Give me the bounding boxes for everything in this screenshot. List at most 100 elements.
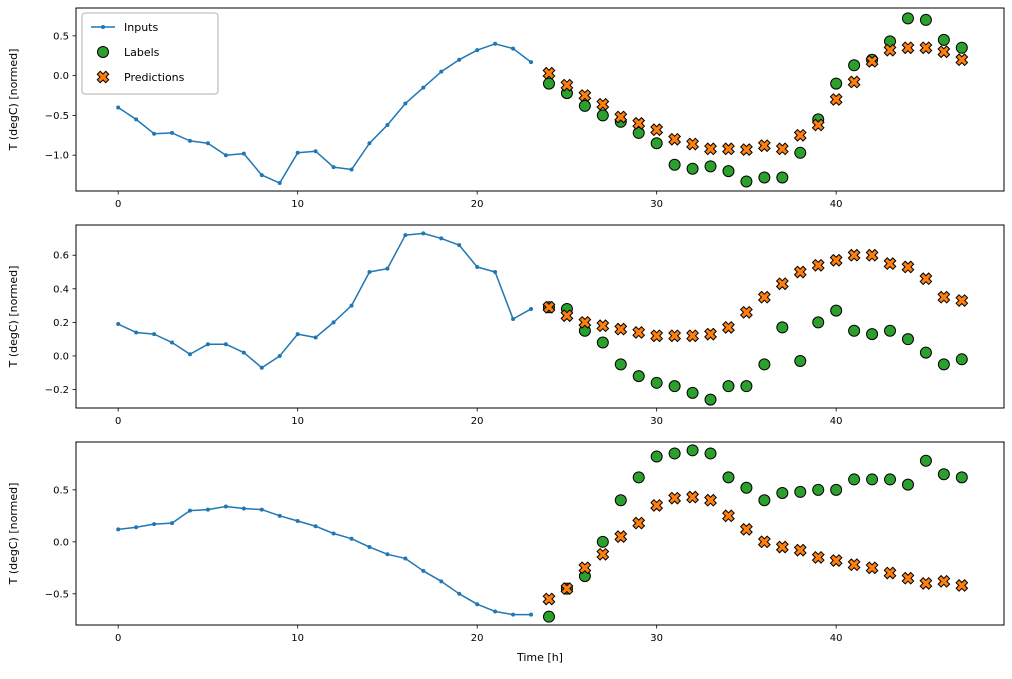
plot-border xyxy=(75,224,1005,409)
y-tick-label: 0.5 xyxy=(53,485,69,496)
predictions-marker xyxy=(722,142,735,156)
predictions-marker xyxy=(739,305,753,319)
predictions-marker xyxy=(919,576,933,590)
x-tick-label: 20 xyxy=(471,633,484,644)
y-tick-label: 0.0 xyxy=(53,537,69,548)
inputs-marker xyxy=(529,612,534,617)
inputs-marker xyxy=(331,531,336,536)
inputs-marker xyxy=(385,266,390,271)
labels-marker xyxy=(758,358,771,371)
labels-marker xyxy=(668,158,681,171)
legend-item-label: Predictions xyxy=(124,71,185,84)
y-tick-label: 0.0 xyxy=(53,351,69,362)
labels-marker xyxy=(686,444,699,457)
predictions-marker xyxy=(596,319,610,333)
y-tick-label: 0.5 xyxy=(53,31,69,42)
predictions-marker xyxy=(865,561,879,575)
inputs-marker xyxy=(367,141,372,146)
predictions-marker xyxy=(829,93,843,106)
labels-marker xyxy=(596,109,609,122)
labels-marker xyxy=(704,393,717,406)
predictions-marker xyxy=(739,522,753,536)
inputs-marker xyxy=(223,153,228,158)
inputs-marker xyxy=(475,264,480,269)
predictions-marker xyxy=(793,543,807,557)
labels-marker xyxy=(632,370,645,383)
labels-marker xyxy=(740,380,753,393)
predictions-marker xyxy=(829,554,843,567)
predictions-marker xyxy=(722,509,735,523)
predictions-marker xyxy=(560,78,574,92)
predictions-marker xyxy=(919,41,933,55)
predictions-marker xyxy=(560,309,574,323)
predictions-marker xyxy=(560,582,574,596)
inputs-marker xyxy=(331,320,336,325)
labels-marker xyxy=(632,471,645,484)
labels-marker xyxy=(955,353,968,366)
predictions-marker xyxy=(704,327,717,341)
inputs-marker xyxy=(205,507,210,512)
predictions-marker xyxy=(847,75,861,89)
predictions-marker xyxy=(865,54,879,68)
inputs-marker xyxy=(349,303,354,308)
predictions-marker xyxy=(775,277,789,291)
predictions-marker xyxy=(757,139,771,153)
labels-marker xyxy=(866,328,879,341)
inputs-marker xyxy=(313,524,318,529)
predictions-marker xyxy=(739,143,753,157)
inputs-marker xyxy=(295,332,300,337)
labels-marker xyxy=(848,59,861,72)
inputs-marker xyxy=(170,521,175,526)
predictions-marker xyxy=(955,294,969,307)
inputs-marker xyxy=(295,519,300,524)
predictions-marker xyxy=(865,248,879,262)
predictions-marker xyxy=(829,253,843,267)
inputs-marker xyxy=(421,85,426,90)
inputs-marker xyxy=(529,306,534,311)
predictions-marker xyxy=(686,329,700,343)
inputs-marker xyxy=(259,365,264,370)
inputs-marker xyxy=(187,508,192,513)
inputs-marker xyxy=(331,165,336,170)
labels-marker xyxy=(740,481,753,494)
inputs-marker xyxy=(511,317,516,322)
labels-marker xyxy=(776,321,789,334)
predictions-marker xyxy=(704,142,717,156)
x-tick-label: 0 xyxy=(115,416,121,427)
inputs-marker xyxy=(349,536,354,541)
labels-marker xyxy=(884,324,897,337)
inputs-marker xyxy=(421,568,426,573)
labels-marker xyxy=(901,12,914,25)
inputs-marker xyxy=(223,504,228,509)
inputs-marker xyxy=(457,591,462,596)
labels-marker xyxy=(596,336,609,349)
labels-marker xyxy=(848,473,861,486)
inputs-marker xyxy=(403,556,408,561)
labels-marker xyxy=(722,471,735,484)
plot-background xyxy=(76,225,1004,408)
x-axis-label: Time [h] xyxy=(516,651,563,664)
labels-marker xyxy=(794,146,807,159)
predictions-marker xyxy=(722,320,735,334)
inputs-marker xyxy=(475,48,480,53)
predictions-marker xyxy=(901,260,915,274)
inputs-marker xyxy=(116,105,121,110)
inputs-marker xyxy=(134,525,139,530)
inputs-line xyxy=(117,232,532,369)
y-tick-label: −1.0 xyxy=(45,151,69,162)
inputs-marker xyxy=(205,141,210,146)
predictions-marker xyxy=(632,116,646,130)
inputs-marker xyxy=(439,69,444,74)
y-tick-label: −0.2 xyxy=(45,385,69,396)
predictions-marker xyxy=(704,493,717,507)
inputs-marker xyxy=(313,335,318,340)
predictions-marker xyxy=(542,300,556,314)
labels-marker xyxy=(542,610,555,623)
predictions-marker xyxy=(955,53,969,67)
labels-marker xyxy=(830,77,843,90)
inputs-marker xyxy=(152,522,157,527)
labels-marker xyxy=(830,483,843,496)
inputs-marker xyxy=(403,101,408,106)
predictions-marker xyxy=(542,66,556,80)
x-tick-label: 30 xyxy=(650,633,663,644)
